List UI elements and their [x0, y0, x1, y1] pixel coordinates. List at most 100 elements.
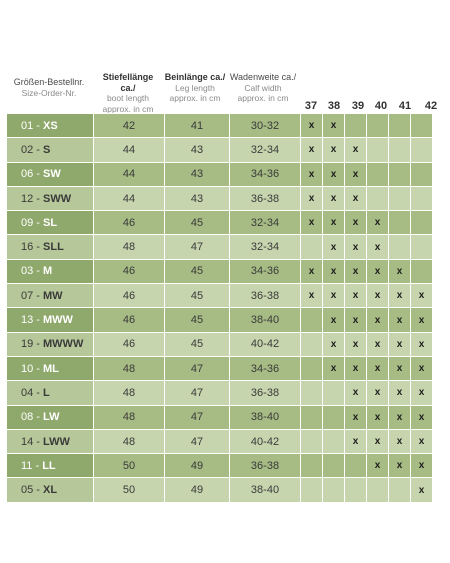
availability-cell-39: x	[344, 380, 367, 406]
availability-cell-37	[300, 331, 323, 357]
order-number-cell: 09 - SL	[6, 210, 94, 236]
availability-cell-41: x	[388, 283, 411, 309]
availability-cell-37	[300, 428, 323, 455]
availability-cell-41	[388, 210, 411, 236]
boot-length-header: Stiefellänge ca./ boot length approx. in…	[94, 72, 162, 114]
leg-length-cell: 43	[164, 185, 230, 212]
size-code: MWW	[43, 314, 73, 327]
availability-cell-41	[388, 137, 411, 163]
leg-length-cell: 41	[164, 112, 230, 139]
order-header-de: Größen-Bestellnr.	[13, 77, 85, 87]
calf-width-cell: 34-36	[229, 355, 301, 382]
calf-width-cell: 36-38	[229, 283, 301, 309]
availability-cell-37: x	[300, 185, 323, 212]
availability-cell-37	[300, 477, 323, 503]
availability-cell-41	[388, 112, 411, 139]
availability-cell-39: x	[344, 137, 367, 163]
leg-length-cell: 45	[164, 210, 230, 236]
size-code: SLL	[43, 241, 64, 254]
availability-cell-37: x	[300, 283, 323, 309]
leg-length-cell: 43	[164, 137, 230, 163]
size-code: LWW	[43, 435, 70, 448]
order-number-header: Größen-Bestellnr. Size-Order-Nr.	[6, 77, 92, 98]
availability-cell-42: x	[410, 283, 433, 309]
availability-cell-37	[300, 307, 323, 333]
calf-header-en1: Calf width	[244, 82, 282, 93]
availability-cell-39: x	[344, 404, 367, 430]
leg-length-cell: 45	[164, 258, 230, 285]
calf-width-cell: 34-36	[229, 258, 301, 285]
boot-length-cell: 46	[93, 331, 165, 357]
availability-cell-41: x	[388, 331, 411, 357]
order-number-cell: 04 - L	[6, 380, 94, 406]
availability-cell-38	[322, 477, 345, 503]
calf-width-cell: 34-36	[229, 161, 301, 187]
availability-cell-38: x	[322, 258, 345, 285]
boot-length-cell: 46	[93, 258, 165, 285]
order-number: 08 -	[21, 411, 44, 424]
calf-width-cell: 30-32	[229, 112, 301, 139]
order-number: 03 -	[21, 265, 44, 278]
availability-cell-38	[322, 404, 345, 430]
availability-cell-40	[366, 185, 389, 212]
availability-cell-40: x	[366, 210, 389, 236]
order-number-cell: 07 - MW	[6, 283, 94, 309]
boot-length-cell: 48	[93, 355, 165, 382]
availability-cell-37: x	[300, 112, 323, 139]
availability-cell-41	[388, 185, 411, 212]
availability-cell-41: x	[388, 428, 411, 455]
calf-width-cell: 32-34	[229, 210, 301, 236]
calf-width-cell: 32-34	[229, 137, 301, 163]
availability-cell-40: x	[366, 380, 389, 406]
availability-cell-39	[344, 112, 367, 139]
size-code: MWWW	[43, 338, 84, 351]
leg-header-de: Beinlänge ca./	[164, 72, 226, 82]
size-code: XL	[43, 484, 58, 497]
order-number-cell: 05 - XL	[6, 477, 94, 503]
size-row: 03 - M 46 45 34-36 x x x x x	[6, 258, 433, 285]
availability-cell-40	[366, 137, 389, 163]
availability-cell-42	[410, 210, 433, 236]
availability-cell-42	[410, 137, 433, 163]
availability-cell-39: x	[344, 210, 367, 236]
size-code: XS	[43, 119, 58, 132]
availability-cell-39: x	[344, 258, 367, 285]
availability-cell-42: x	[410, 453, 433, 479]
order-number: 07 -	[21, 289, 44, 302]
size-row: 01 - XS 42 41 30-32 x x	[6, 112, 433, 139]
boot-length-cell: 46	[93, 283, 165, 309]
leg-length-header: Beinlänge ca./ Leg length approx. in cm	[164, 72, 226, 104]
order-number: 06 -	[21, 168, 44, 181]
leg-length-cell: 45	[164, 283, 230, 309]
availability-cell-38: x	[322, 307, 345, 333]
size-code: S	[43, 143, 51, 156]
availability-cell-42: x	[410, 404, 433, 430]
availability-cell-39	[344, 453, 367, 479]
boot-header-en1: boot length	[106, 93, 150, 103]
availability-cell-41: x	[388, 453, 411, 479]
order-number: 11 -	[21, 459, 43, 472]
availability-cell-39	[344, 477, 367, 503]
shoe-size-38: 38	[327, 100, 341, 112]
size-table: 01 - XS 42 41 30-32 x x 02 - S 44 43 32-34 x x x 06 -…	[6, 112, 433, 503]
size-row: 12 - SWW 44 43 36-38 x x x	[6, 185, 433, 212]
order-number: 02 -	[21, 143, 44, 156]
leg-length-cell: 43	[164, 161, 230, 187]
availability-cell-41	[388, 161, 411, 187]
size-code: LW	[43, 411, 60, 424]
size-row: 10 - ML 48 47 34-36 x x x x x	[6, 355, 433, 382]
availability-cell-41: x	[388, 258, 411, 285]
order-number: 05 -	[21, 484, 44, 497]
availability-cell-41: x	[388, 355, 411, 382]
availability-cell-40: x	[366, 331, 389, 357]
calf-width-cell: 38-40	[229, 307, 301, 333]
boot-length-cell: 48	[93, 404, 165, 430]
availability-cell-42	[410, 258, 433, 285]
availability-cell-40	[366, 477, 389, 503]
availability-cell-42: x	[410, 331, 433, 357]
boot-length-cell: 48	[93, 380, 165, 406]
size-code: L	[43, 386, 50, 399]
availability-cell-41	[388, 477, 411, 503]
shoe-size-40: 40	[374, 100, 388, 112]
shoe-size-41: 41	[398, 100, 412, 112]
